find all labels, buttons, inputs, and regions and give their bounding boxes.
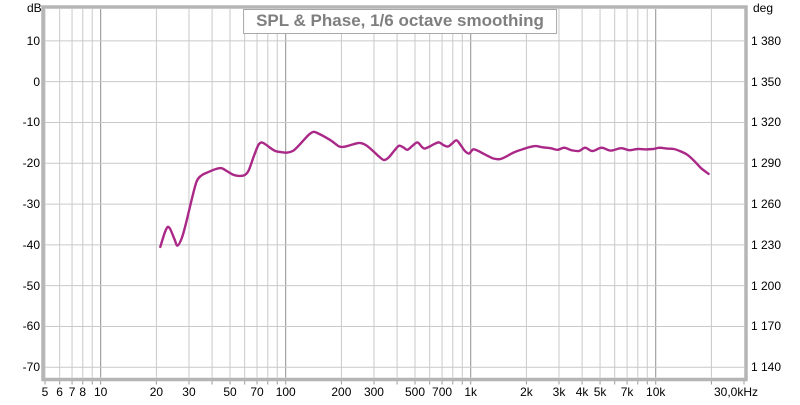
freq-tick-label: 500: [405, 385, 426, 399]
chart-title: SPL & Phase, 1/6 octave smoothing: [243, 9, 557, 34]
freq-tick-label: 5k: [593, 385, 607, 399]
db-tick-label: -70: [22, 360, 40, 375]
left-axis-unit-label: dB: [27, 1, 42, 15]
deg-tick-label: 1 290: [751, 156, 782, 171]
deg-tick-label: 1 350: [751, 74, 782, 89]
plot-border: [41, 5, 748, 382]
deg-tick-label: 1 200: [751, 278, 782, 293]
deg-tick-label: 1 260: [751, 197, 782, 212]
db-tick-label: -40: [22, 237, 40, 252]
deg-tick-label: 1 320: [751, 115, 782, 130]
spl-trace: [159, 130, 710, 249]
freq-tick-label: 6: [56, 385, 63, 399]
db-tick-label: 0: [33, 74, 40, 89]
freq-tick-label: 1k: [464, 385, 478, 399]
deg-tick-label: 1 170: [751, 319, 782, 334]
db-tick-label: -60: [22, 319, 40, 334]
freq-tick-label: 30: [182, 385, 196, 399]
freq-tick-label: 20: [149, 385, 164, 399]
freq-tick-label: 10k: [646, 385, 666, 399]
freq-tick-label: 8: [79, 385, 87, 399]
freq-tick-label: 700: [432, 385, 453, 399]
freq-tick-label: 5: [41, 385, 49, 399]
freq-tick-label: 2k: [520, 385, 533, 399]
freq-tick-label: 4k: [575, 385, 589, 399]
freq-tick-label: 7: [68, 385, 76, 399]
db-tick-label: -50: [22, 278, 40, 293]
deg-tick-label: 1 230: [751, 237, 782, 252]
deg-tick-label: 1 140: [751, 360, 782, 375]
freq-tick-label: 50: [223, 385, 237, 399]
right-axis-unit-label: deg: [753, 1, 774, 15]
db-tick-label: -30: [22, 197, 40, 212]
freq-tick-label: 3k: [552, 385, 566, 399]
freq-tick-label: 70: [250, 385, 264, 399]
db-tick-label: 10: [26, 33, 40, 48]
db-tick-label: -20: [22, 156, 40, 171]
freq-tick-label: 100: [275, 385, 296, 399]
freq-tick-label: 300: [363, 385, 384, 399]
freq-tick-label: 7k: [620, 385, 634, 399]
db-tick-label: -10: [22, 115, 40, 130]
freq-tick-label: 10: [94, 385, 108, 399]
freq-tick-label: 200: [331, 385, 352, 399]
freq-tick-label: 30,0kHz: [713, 385, 759, 399]
deg-tick-label: 1 380: [751, 33, 782, 48]
